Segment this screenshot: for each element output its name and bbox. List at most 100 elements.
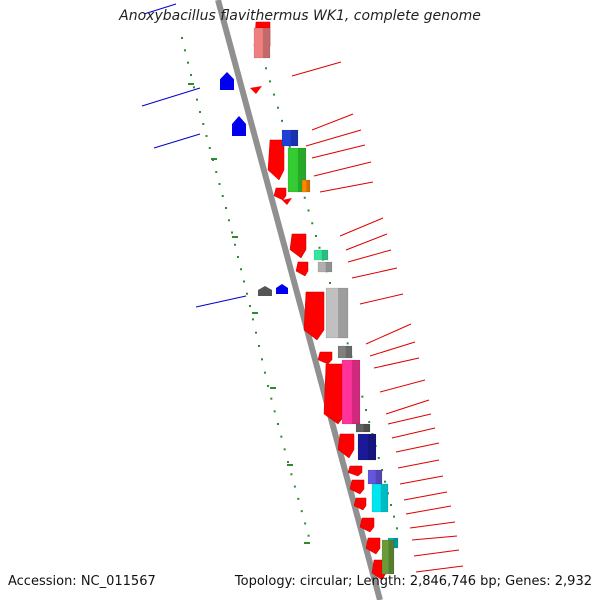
minus-strand-guide-dot (237, 256, 239, 258)
leader-line (399, 475, 444, 485)
gene-block-shade (345, 346, 352, 358)
gene-block-shade (367, 434, 376, 460)
plus-strand-guide-dot (281, 119, 283, 122)
minus-strand-guide-dot (181, 37, 183, 39)
gene-arrow-plus (273, 187, 287, 201)
minus-strand-guide-dot (221, 195, 224, 197)
gene-arrow-plus (349, 479, 365, 495)
gene-arrow-plus (353, 497, 367, 511)
gene-block-shade (375, 470, 382, 484)
leader-line (313, 161, 372, 177)
accession-text: Accession: NC_011567 (8, 574, 156, 589)
plus-strand-guide-dot (361, 395, 364, 398)
leader-line (379, 379, 426, 393)
plus-strand-guide-dot (307, 209, 310, 212)
minus-strand-guide-dot (270, 397, 273, 400)
minus-strand-guide-dot (264, 371, 266, 374)
plus-strand-guide-dot (265, 67, 267, 70)
topology-summary: Topology: circular; Length: 2,846,746 bp… (234, 574, 592, 589)
leader-line (195, 295, 247, 308)
leader-line (405, 505, 452, 515)
minus-strand-guide-dot (184, 49, 186, 52)
leader-line (387, 413, 432, 425)
leader-line (339, 217, 384, 237)
minus-strand-guide-dot (249, 305, 251, 307)
plus-strand-guide-dot (269, 80, 271, 83)
leader-line (397, 459, 440, 469)
minus-strand-guide-dot (277, 423, 279, 425)
plus-strand-guide-dot (318, 246, 321, 249)
plus-strand-guide-dot (368, 421, 371, 423)
minus-strand-guide-dot (267, 385, 269, 387)
plus-strand-guide-dot (303, 196, 306, 199)
gene-block-shade (351, 360, 360, 424)
minus-strand-guide-dot (215, 171, 218, 173)
leader-line (347, 249, 392, 263)
plus-strand-guide-dot (393, 515, 395, 518)
gene-arrow-minus (258, 286, 272, 296)
plus-strand-guide-dot (384, 480, 386, 483)
minus-strand-guide-dot (228, 219, 230, 222)
leader-line (395, 442, 440, 453)
gene-arrow-plus (359, 517, 375, 533)
minus-strand-guide-dot (287, 461, 289, 463)
minus-strand-guide-dot (246, 292, 248, 295)
gene-block-shade (262, 28, 270, 58)
minus-strand-guide-dot (187, 61, 189, 64)
gene-arrow-plus (317, 351, 333, 365)
gene-block-shade (388, 540, 394, 574)
minus-strand-guide-dot (240, 268, 242, 271)
plus-strand-guide-dot (273, 93, 275, 96)
leader-line (305, 129, 362, 147)
gene-arrow-small (250, 86, 262, 94)
minus-strand-guide-dot (280, 435, 283, 438)
leader-line (345, 233, 388, 251)
minus-strand-guide-dot (297, 497, 300, 500)
minus-strand-guide-dot (218, 183, 221, 185)
minus-strand-guide-dot (273, 410, 276, 413)
leader-line (411, 535, 458, 541)
genome-backbone (215, 0, 383, 601)
minus-strand-guide-dot (283, 448, 286, 451)
minus-strand-guide-dot (304, 522, 307, 525)
gene-arrow-small (300, 266, 308, 273)
gene-arrow-plus (365, 537, 381, 555)
gene-arrow-small (282, 198, 292, 205)
gene-block (287, 147, 307, 193)
minus-strand-guide-dot (196, 98, 198, 101)
minus-strand-guide-dot (199, 111, 201, 113)
gene-block-shade (297, 148, 306, 192)
gene-block (381, 539, 395, 575)
leader-line (153, 133, 201, 149)
plus-strand-guide-dot (377, 457, 380, 459)
minus-strand-guide-dot (225, 207, 227, 209)
leader-line (415, 565, 464, 573)
leader-line (291, 61, 342, 77)
leader-line (369, 341, 416, 357)
plus-strand-guide-dot (288, 145, 291, 148)
minus-strand-guide-dot (300, 510, 303, 513)
gene-block (253, 27, 271, 59)
leader-line (311, 113, 354, 131)
minus-strand-guide-dot (255, 331, 257, 334)
gene-arrow-minus (232, 116, 246, 136)
leader-line (409, 521, 456, 529)
leader-line (385, 399, 430, 415)
gene-block (357, 433, 377, 461)
gene-block (371, 483, 389, 513)
gene-block (313, 249, 329, 261)
gene-block-shade (363, 424, 370, 432)
gene-block-shade (306, 180, 310, 192)
minus-strand-guide-dot (205, 135, 208, 137)
leader-line (143, 3, 177, 15)
minus-strand-guide-dot (258, 345, 260, 347)
plus-strand-guide-dot (311, 222, 314, 225)
leader-line (311, 144, 366, 159)
gene-block-shade (393, 538, 398, 548)
gene-block-shade (321, 250, 328, 260)
gene-block (325, 287, 349, 339)
plus-strand-guide-dot (277, 106, 279, 109)
minus-strand-guide-dot (231, 231, 233, 234)
plus-strand-guide-dot (346, 342, 349, 345)
gene-block (317, 261, 333, 273)
